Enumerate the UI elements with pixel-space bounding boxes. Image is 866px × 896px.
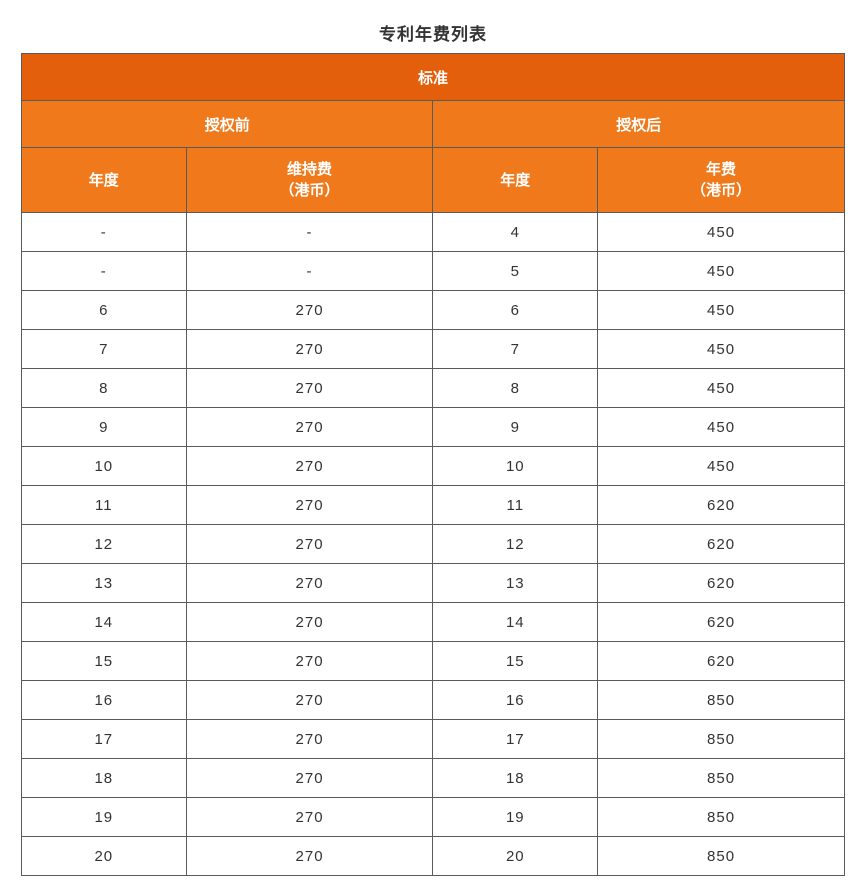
cell-post_year: 8 xyxy=(433,369,598,408)
cell-pre_year: 17 xyxy=(22,720,187,759)
cell-pre_fee: 270 xyxy=(186,720,433,759)
cell-pre_year: 18 xyxy=(22,759,187,798)
cell-pre_year: 8 xyxy=(22,369,187,408)
table-row: 2027020850 xyxy=(22,837,845,876)
cell-pre_fee: 270 xyxy=(186,447,433,486)
table-row: 1727017850 xyxy=(22,720,845,759)
header-post-fee: 年费（港币） xyxy=(598,148,845,213)
cell-pre_fee: 270 xyxy=(186,759,433,798)
cell-pre_fee: 270 xyxy=(186,525,433,564)
cell-pre_year: 7 xyxy=(22,330,187,369)
cell-post_fee: 620 xyxy=(598,564,845,603)
cell-pre_fee: 270 xyxy=(186,486,433,525)
cell-post_fee: 850 xyxy=(598,759,845,798)
header-pre-grant: 授权前 xyxy=(22,101,433,148)
cell-post_year: 4 xyxy=(433,213,598,252)
cell-post_year: 13 xyxy=(433,564,598,603)
cell-pre_fee: 270 xyxy=(186,642,433,681)
table-row: --5450 xyxy=(22,252,845,291)
cell-post_year: 18 xyxy=(433,759,598,798)
cell-pre_year: 19 xyxy=(22,798,187,837)
table-row: 82708450 xyxy=(22,369,845,408)
table-row: 1127011620 xyxy=(22,486,845,525)
cell-pre_year: 6 xyxy=(22,291,187,330)
cell-post_year: 16 xyxy=(433,681,598,720)
cell-post_fee: 450 xyxy=(598,369,845,408)
cell-pre_year: 14 xyxy=(22,603,187,642)
cell-pre_year: 11 xyxy=(22,486,187,525)
cell-pre_fee: 270 xyxy=(186,408,433,447)
table-row: 1827018850 xyxy=(22,759,845,798)
cell-post_fee: 850 xyxy=(598,798,845,837)
cell-post_fee: 450 xyxy=(598,330,845,369)
table-row: 1627016850 xyxy=(22,681,845,720)
header-post-grant: 授权后 xyxy=(433,101,845,148)
cell-pre_fee: 270 xyxy=(186,837,433,876)
cell-post_fee: 850 xyxy=(598,681,845,720)
cell-pre_year: 15 xyxy=(22,642,187,681)
cell-post_year: 20 xyxy=(433,837,598,876)
cell-post_year: 5 xyxy=(433,252,598,291)
cell-post_year: 7 xyxy=(433,330,598,369)
table-row: 72707450 xyxy=(22,330,845,369)
fee-table-body: --4450--54506270645072707450827084509270… xyxy=(22,213,845,876)
cell-post_year: 11 xyxy=(433,486,598,525)
header-pre-year: 年度 xyxy=(22,148,187,213)
table-row: 1527015620 xyxy=(22,642,845,681)
cell-pre_year: - xyxy=(22,213,187,252)
cell-post_fee: 620 xyxy=(598,642,845,681)
page-title: 专利年费列表 xyxy=(20,20,846,45)
cell-post_fee: 450 xyxy=(598,291,845,330)
cell-post_year: 9 xyxy=(433,408,598,447)
cell-post_fee: 450 xyxy=(598,447,845,486)
fee-table: 标准 授权前 授权后 年度 维持费（港币） 年度 年费（港币） --4450--… xyxy=(21,53,845,876)
cell-pre_year: 9 xyxy=(22,408,187,447)
table-row: 62706450 xyxy=(22,291,845,330)
cell-post_year: 19 xyxy=(433,798,598,837)
table-row: 1927019850 xyxy=(22,798,845,837)
cell-pre_fee: 270 xyxy=(186,330,433,369)
table-row: 1327013620 xyxy=(22,564,845,603)
cell-pre_fee: 270 xyxy=(186,603,433,642)
cell-pre_year: - xyxy=(22,252,187,291)
cell-pre_fee: 270 xyxy=(186,564,433,603)
cell-pre_year: 16 xyxy=(22,681,187,720)
cell-post_fee: 450 xyxy=(598,213,845,252)
cell-post_year: 14 xyxy=(433,603,598,642)
table-row: 1227012620 xyxy=(22,525,845,564)
cell-post_fee: 850 xyxy=(598,720,845,759)
cell-post_fee: 450 xyxy=(598,252,845,291)
cell-post_year: 10 xyxy=(433,447,598,486)
cell-pre_fee: - xyxy=(186,252,433,291)
cell-post_fee: 620 xyxy=(598,486,845,525)
cell-post_fee: 620 xyxy=(598,525,845,564)
table-row: 92709450 xyxy=(22,408,845,447)
cell-post_fee: 850 xyxy=(598,837,845,876)
header-pre-fee: 维持费（港币） xyxy=(186,148,433,213)
table-row: --4450 xyxy=(22,213,845,252)
table-row: 1027010450 xyxy=(22,447,845,486)
table-row: 1427014620 xyxy=(22,603,845,642)
cell-pre_year: 10 xyxy=(22,447,187,486)
cell-pre_fee: 270 xyxy=(186,681,433,720)
cell-post_year: 15 xyxy=(433,642,598,681)
cell-post_year: 17 xyxy=(433,720,598,759)
cell-post_fee: 620 xyxy=(598,603,845,642)
cell-pre_fee: - xyxy=(186,213,433,252)
cell-pre_year: 12 xyxy=(22,525,187,564)
cell-pre_fee: 270 xyxy=(186,291,433,330)
header-post-year: 年度 xyxy=(433,148,598,213)
cell-post_year: 12 xyxy=(433,525,598,564)
cell-pre_fee: 270 xyxy=(186,798,433,837)
header-standard: 标准 xyxy=(22,54,845,101)
cell-post_year: 6 xyxy=(433,291,598,330)
cell-pre_year: 13 xyxy=(22,564,187,603)
cell-post_fee: 450 xyxy=(598,408,845,447)
cell-pre_fee: 270 xyxy=(186,369,433,408)
cell-pre_year: 20 xyxy=(22,837,187,876)
